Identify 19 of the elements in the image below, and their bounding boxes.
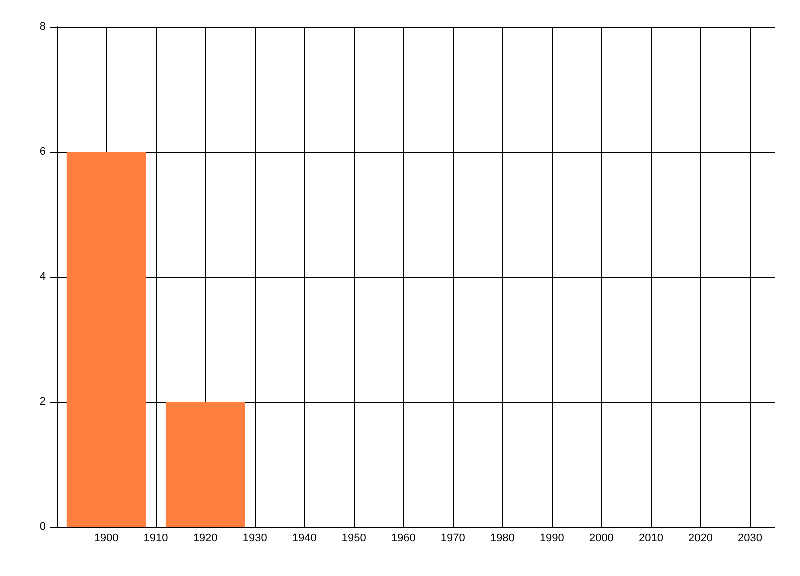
x-tick-label: 1940 — [292, 532, 317, 544]
y-tick-label: 2 — [40, 396, 46, 408]
x-tick-label: 2030 — [738, 532, 762, 544]
x-tick-label: 1990 — [540, 532, 564, 544]
x-tick-label: 2020 — [688, 532, 713, 544]
y-tick-label: 6 — [40, 146, 46, 158]
x-tick-label: 2010 — [638, 532, 664, 544]
x-tick-label: 1920 — [193, 532, 218, 544]
x-tick-label: 2000 — [589, 532, 614, 544]
x-tick-label: 1910 — [144, 532, 168, 544]
x-tick-label: 1980 — [490, 532, 515, 544]
x-tick-label: 1960 — [391, 532, 416, 544]
y-tick-label: 8 — [40, 21, 46, 33]
x-tick-label: 1970 — [440, 532, 466, 544]
y-tick-label: 4 — [40, 271, 46, 283]
y-tick-label: 0 — [40, 521, 46, 533]
x-tick-label: 1900 — [94, 532, 119, 544]
x-tick-label: 1950 — [342, 532, 366, 544]
x-tick-label: 1930 — [242, 532, 268, 544]
